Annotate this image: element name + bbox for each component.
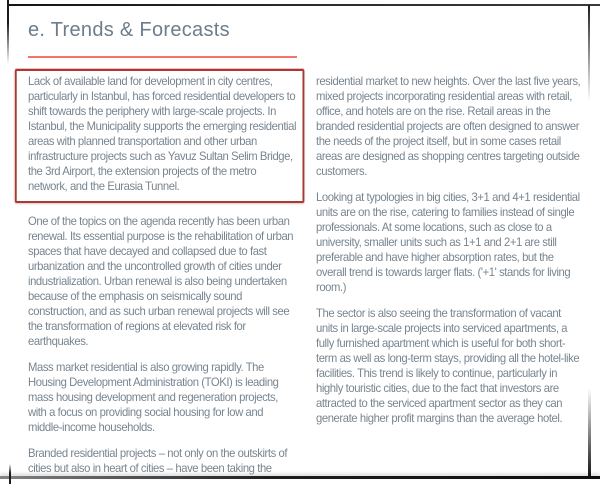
column-right: residential market to new heights. Over … bbox=[316, 74, 585, 437]
page-title: e. Trends & Forecasts bbox=[28, 19, 230, 41]
scan-tick-top-right bbox=[588, 5, 590, 101]
highlight-box: Lack of available land for development i… bbox=[14, 69, 305, 203]
paragraph-left-4: Branded residential projects – not only … bbox=[28, 446, 288, 475]
paragraph-left-1: Lack of available land for development i… bbox=[28, 74, 297, 193]
paragraph-right-2: Looking at typologies in big cities, 3+1… bbox=[316, 190, 580, 294]
paragraph-left-2: One of the topics on the agenda recently… bbox=[28, 214, 294, 348]
column-left: Lack of available land for development i… bbox=[14, 69, 305, 487]
scan-edge-bottom-right bbox=[588, 388, 591, 478]
scan-tick-top-left bbox=[7, 0, 9, 64]
scan-tick-bottom-left bbox=[9, 464, 11, 484]
title-underline bbox=[28, 56, 297, 58]
paragraph-left-3: Mass market residential is also growing … bbox=[28, 360, 279, 434]
scan-edge-top bbox=[7, 4, 600, 6]
paragraph-right-3: The sector is also seeing the transforma… bbox=[316, 306, 580, 425]
paragraph-right-1: residential market to new heights. Over … bbox=[316, 74, 581, 178]
